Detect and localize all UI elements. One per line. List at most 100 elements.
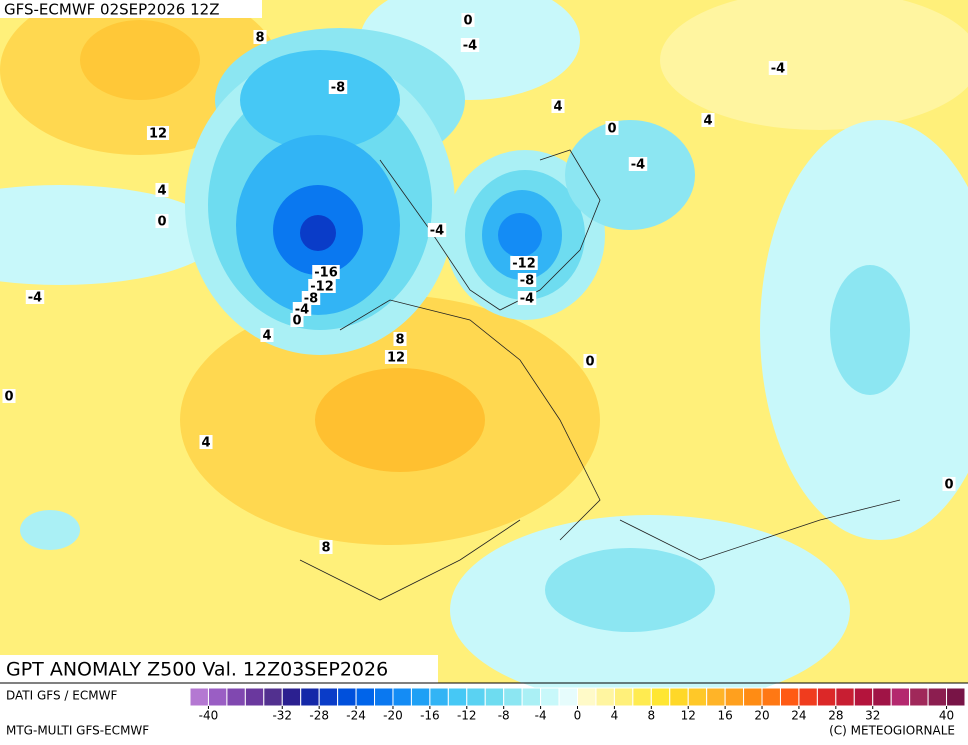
- label-box: [308, 279, 336, 293]
- contour-label: 4: [201, 436, 210, 451]
- label-box: [25, 290, 45, 304]
- source: DATI GFS / ECMWF: [6, 689, 117, 703]
- colorbar-tick-label: -4: [535, 709, 547, 723]
- label-box: [427, 223, 447, 237]
- label-box: [461, 13, 475, 27]
- colorbar-box: [503, 687, 523, 707]
- colorbar-box: [946, 687, 966, 707]
- colorbar-box: [743, 687, 763, 707]
- colorbar-box: [226, 687, 246, 707]
- colorbar-tick-label: -24: [346, 709, 366, 723]
- contour-label: 4: [157, 184, 166, 199]
- label-box: [384, 350, 408, 364]
- colorbar-box: [466, 687, 486, 707]
- colorbar-tick-label: 32: [865, 709, 880, 723]
- contour-label: 0: [292, 314, 301, 329]
- contour-label: 0: [585, 355, 594, 370]
- label-box: [292, 302, 312, 316]
- colorbar-box: [484, 687, 505, 707]
- field: [565, 120, 695, 230]
- field: [80, 20, 200, 100]
- colorbar-tick-label: -12: [457, 709, 477, 723]
- contour-label: -16: [314, 266, 338, 281]
- contour-label: 12: [149, 127, 167, 142]
- contour-label: 4: [262, 329, 271, 344]
- field: [660, 0, 968, 130]
- label-box: [942, 477, 956, 491]
- label-box: [510, 256, 538, 270]
- label-box: [628, 157, 648, 171]
- label-box: [253, 30, 267, 44]
- label-box: [551, 99, 565, 113]
- contour-labels: 08-4-8-444012-440-4-16-12-8-40-12-8-4-44…: [2, 13, 956, 556]
- colorbar-box: [853, 687, 874, 707]
- contour-label: 0: [4, 390, 13, 405]
- colorbar-box: [558, 687, 578, 707]
- footer-title: GPT ANOMALY Z500 Val. 12Z03SEP2026: [6, 659, 388, 681]
- colorbar: -40 -32 -28 -24 -20 -16 -12 -8 -4 0 4 8 12 16 20 24 28 32…: [189, 687, 966, 723]
- contour-label: -8: [331, 81, 345, 96]
- colorbar-tick-label: 0: [574, 709, 582, 723]
- colorbar-tick-label: 40: [939, 709, 954, 723]
- label-box: [768, 61, 788, 75]
- coastline: [379, 149, 601, 311]
- copyright: (C) METEOGIORNALE: [829, 724, 955, 738]
- colorbar-box: [300, 687, 320, 707]
- label-box: [517, 273, 537, 287]
- label-box: [260, 328, 274, 342]
- label-box: [301, 291, 321, 305]
- colorbar-box: [521, 687, 542, 707]
- colorbar-tick-label: 12: [681, 709, 696, 723]
- contour-label: -4: [771, 62, 785, 77]
- colorbar-box: [374, 687, 394, 707]
- colorbar-box: [779, 687, 800, 707]
- label-box: [328, 80, 348, 94]
- colorbar-box: [650, 687, 671, 707]
- label-box: [460, 38, 480, 52]
- colorbar-box: [835, 687, 855, 707]
- colorbar-box: [281, 687, 302, 707]
- label-box: [2, 389, 16, 403]
- label-box: [155, 214, 169, 228]
- contour-label: 8: [395, 333, 404, 348]
- contour-label: -12: [310, 280, 334, 295]
- field: [315, 368, 485, 472]
- field: [830, 265, 910, 395]
- colorbar-tick-label: -16: [420, 709, 440, 723]
- contour-label: -4: [463, 39, 477, 54]
- colorbar-box: [927, 687, 948, 707]
- colorbar-box: [429, 687, 449, 707]
- label-box: [583, 354, 597, 368]
- label-box: [319, 540, 333, 554]
- label-box: [146, 126, 170, 140]
- contour-label: -4: [631, 158, 645, 173]
- label-box: [701, 113, 715, 127]
- label-box: [393, 332, 407, 346]
- colorbar-tick-label: -40: [199, 709, 219, 723]
- colorbar-box: [392, 687, 412, 707]
- colorbar-box: [263, 687, 283, 707]
- field: [0, 185, 220, 285]
- label-box: [290, 313, 304, 327]
- field: [498, 213, 542, 257]
- colorbar-box: [337, 687, 357, 707]
- label-box: [605, 121, 619, 135]
- field: [240, 50, 400, 150]
- label-box: [199, 435, 213, 449]
- colorbar-box: [577, 687, 597, 707]
- contour-label: -4: [28, 291, 42, 306]
- contour-label: 0: [463, 14, 472, 29]
- colorbar-tick-label: 24: [791, 709, 806, 723]
- field: [300, 215, 336, 251]
- colorbar-box: [540, 687, 560, 707]
- colorbar-box: [189, 687, 209, 707]
- contour-label: 0: [944, 478, 953, 493]
- contour-label: 0: [607, 122, 616, 137]
- colorbar-box: [872, 687, 892, 707]
- contour-label: 8: [255, 31, 264, 46]
- colorbar-box: [595, 687, 615, 707]
- header-box: [0, 0, 262, 18]
- colorbar-box: [724, 687, 745, 707]
- colorbar-box: [207, 687, 228, 707]
